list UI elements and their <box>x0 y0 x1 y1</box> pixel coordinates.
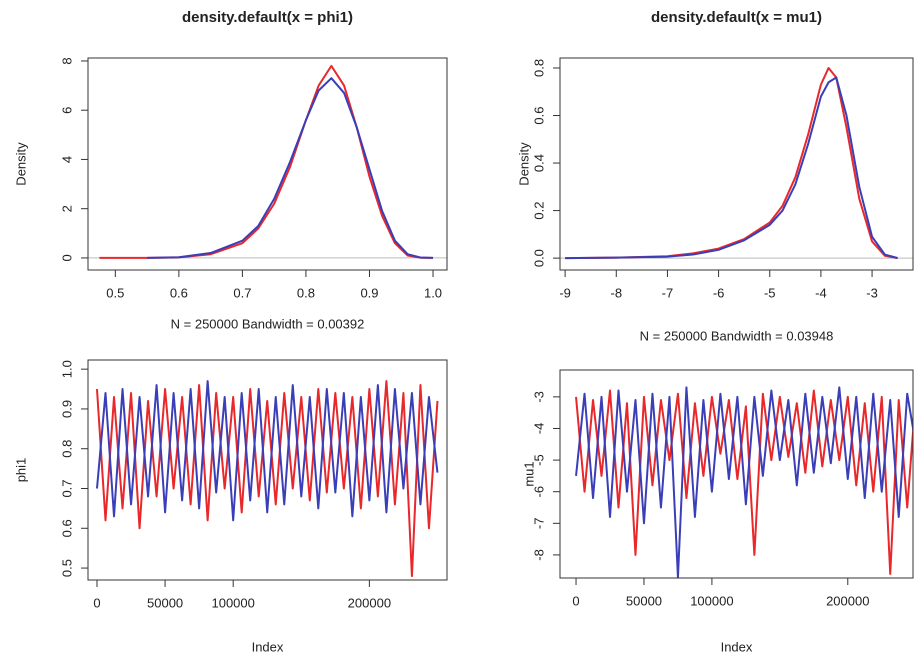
x-tick-label: -4 <box>815 285 827 300</box>
y-tick-label: 4 <box>59 156 74 163</box>
x-tick-label: -6 <box>713 285 725 300</box>
series-line <box>575 389 913 575</box>
x-tick-label: -9 <box>559 285 571 300</box>
series-line <box>575 386 913 578</box>
y-axis-label: Density <box>516 142 531 186</box>
x-tick-label: 0.8 <box>297 285 315 300</box>
y-tick-label: 0.8 <box>531 59 546 77</box>
y-tick-label: 0.6 <box>59 519 74 537</box>
y-tick-label: -7 <box>531 518 546 530</box>
y-tick-label: 0.8 <box>59 440 74 458</box>
y-tick-label: 6 <box>59 107 74 114</box>
x-tick-label: 1.0 <box>424 285 442 300</box>
plot-frame <box>559 57 914 271</box>
y-tick-label: 8 <box>59 57 74 64</box>
x-tick-label: 100000 <box>211 595 254 610</box>
x-tick-label: 0.7 <box>233 285 251 300</box>
panel: density.default(x = phi1) N = 250000 Band… <box>13 9 448 331</box>
x-tick-label: -8 <box>610 285 622 300</box>
plot-frame <box>87 57 448 271</box>
x-tick-label: 100000 <box>690 593 733 608</box>
chart-title: density.default(x = phi1) <box>182 9 353 26</box>
x-tick-label: 0 <box>93 595 100 610</box>
series-line <box>99 64 434 259</box>
x-tick-label: 0 <box>572 593 579 608</box>
series-line <box>565 76 898 260</box>
y-tick-label: -3 <box>531 391 546 403</box>
y-tick-label: -5 <box>531 454 546 466</box>
y-axis-label: mu1 <box>521 461 536 486</box>
y-tick-label: -4 <box>531 423 546 435</box>
x-tick-label: 0.6 <box>170 285 188 300</box>
x-tick-label: 0.5 <box>106 285 124 300</box>
y-tick-label: 0 <box>59 254 74 261</box>
y-tick-label: -8 <box>531 549 546 561</box>
y-tick-label: 0.0 <box>531 249 546 267</box>
series-line <box>147 77 434 259</box>
x-tick-label: 50000 <box>626 593 662 608</box>
series-line <box>95 380 439 522</box>
y-tick-label: 0.6 <box>531 106 546 124</box>
x-tick-label: -3 <box>866 285 878 300</box>
x-tick-label: -7 <box>662 285 674 300</box>
y-tick-label: 1.0 <box>59 360 74 378</box>
x-tick-label: 0.9 <box>360 285 378 300</box>
plot-frame <box>559 369 914 579</box>
x-axis-label: Index <box>252 639 284 654</box>
series-line <box>95 380 439 578</box>
x-axis-label: N = 250000 Bandwidth = 0.00392 <box>171 316 365 331</box>
y-axis-label: phi1 <box>13 458 28 483</box>
panel: Index phi1 0 50000 100000 200000 0.5 0.6 0.7 0.8 0… <box>13 359 448 654</box>
y-tick-label: 2 <box>59 205 74 212</box>
y-tick-label: 0.7 <box>59 479 74 497</box>
x-tick-label: 200000 <box>348 595 391 610</box>
panel: Index mu1 0 50000 100000 200000 -8 -7 -6 -5 -4 -3 <box>521 369 914 654</box>
y-tick-label: 0.2 <box>531 202 546 220</box>
x-axis-label: N = 250000 Bandwidth = 0.03948 <box>640 328 834 343</box>
y-tick-label: 0.5 <box>59 559 74 577</box>
x-tick-label: -5 <box>764 285 776 300</box>
y-tick-label: 0.4 <box>531 154 546 172</box>
y-axis-label: Density <box>13 142 28 186</box>
plot-frame <box>87 359 448 581</box>
series-line <box>565 66 898 260</box>
x-axis-label: Index <box>721 639 753 654</box>
y-tick-label: 0.9 <box>59 400 74 418</box>
chart-title: density.default(x = mu1) <box>651 9 822 26</box>
panel: density.default(x = mu1) N = 250000 Bandw… <box>516 9 914 343</box>
x-tick-label: 200000 <box>826 593 869 608</box>
x-tick-label: 50000 <box>147 595 183 610</box>
y-tick-label: -6 <box>531 486 546 498</box>
